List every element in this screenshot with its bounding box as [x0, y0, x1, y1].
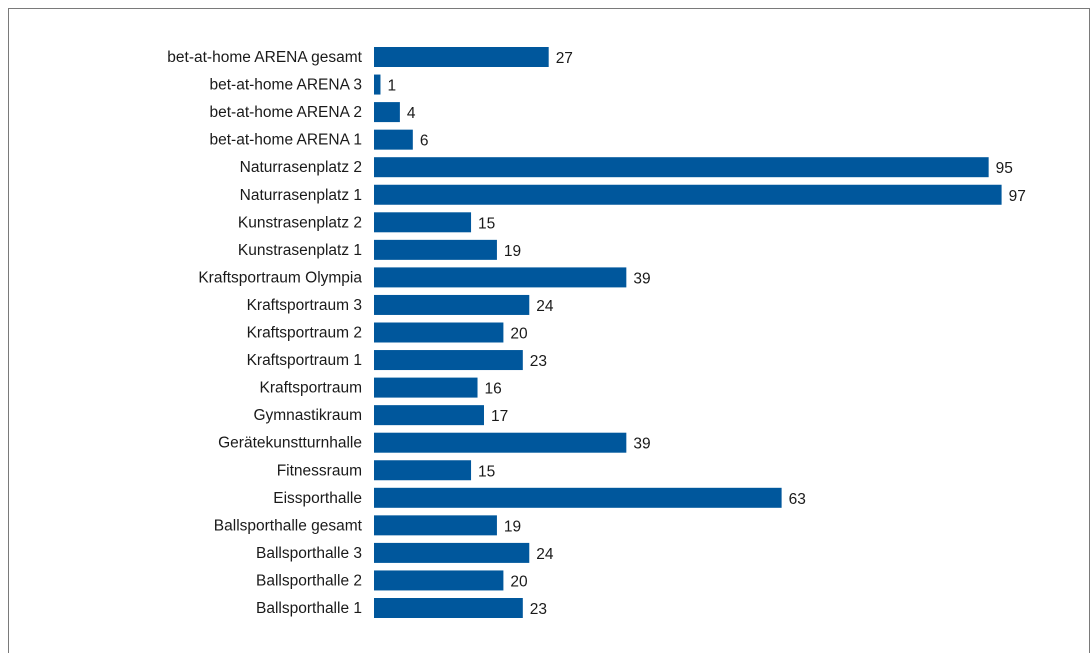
- value-label: 4: [407, 105, 416, 122]
- category-label: Gerätekunstturnhalle: [218, 435, 362, 452]
- bar: [374, 102, 400, 123]
- value-label: 20: [510, 573, 528, 590]
- bar: [374, 47, 549, 67]
- value-label: 19: [504, 518, 521, 535]
- chart-frame: [8, 8, 1090, 653]
- bar: [374, 294, 530, 315]
- category-label: bet-at-home ARENA 1: [210, 132, 363, 149]
- value-label: 24: [536, 546, 554, 563]
- category-label: Ballsporthalle 2: [256, 572, 362, 589]
- bar: [374, 129, 413, 150]
- value-label: 39: [633, 270, 650, 287]
- category-labels: bet-at-home ARENA gesamt bet-at-home AREN…: [167, 49, 362, 617]
- bar: [374, 432, 627, 453]
- bar: [374, 322, 504, 343]
- bar: [374, 542, 530, 563]
- bar: [374, 598, 523, 618]
- category-label: Ballsporthalle gesamt: [214, 517, 363, 534]
- bar: [374, 377, 478, 398]
- category-label: Kunstrasenplatz 2: [238, 214, 362, 231]
- value-label: 27: [556, 50, 573, 67]
- value-label: 39: [633, 436, 650, 453]
- value-label: 15: [478, 463, 495, 480]
- value-label: 1: [387, 78, 396, 95]
- value-label: 24: [536, 298, 554, 315]
- value-label: 97: [1009, 188, 1026, 205]
- value-label: 17: [491, 408, 508, 425]
- category-label: Naturrasenplatz 2: [240, 159, 362, 176]
- category-label: bet-at-home ARENA gesamt: [167, 49, 362, 66]
- value-label: 20: [510, 326, 528, 343]
- bars: [374, 47, 1002, 618]
- bar: [374, 460, 472, 481]
- category-label: Ballsporthalle 3: [256, 545, 362, 562]
- value-label: 23: [530, 353, 547, 370]
- bar: [374, 487, 782, 508]
- category-label: Kraftsportraum 3: [247, 297, 362, 314]
- bar: [374, 570, 504, 591]
- bar: [374, 350, 523, 371]
- category-label: Kraftsportraum 1: [247, 352, 362, 369]
- bar: [374, 157, 989, 178]
- value-label: 95: [996, 160, 1013, 177]
- bar: [374, 515, 497, 536]
- value-label: 15: [478, 215, 495, 232]
- category-label: Naturrasenplatz 1: [240, 187, 362, 204]
- bar: [374, 184, 1002, 205]
- bar: [374, 405, 484, 426]
- category-label: Kraftsportraum Olympia: [198, 269, 362, 286]
- bar: [374, 74, 381, 95]
- value-label: 6: [420, 133, 429, 150]
- bar: [374, 267, 627, 288]
- category-label: Fitnessraum: [277, 462, 362, 479]
- category-label: Kunstrasenplatz 1: [238, 242, 362, 259]
- value-label: 63: [789, 491, 806, 508]
- bar: [374, 212, 472, 233]
- category-label: Eissporthalle: [273, 490, 362, 507]
- category-label: Kraftsportraum: [259, 380, 362, 397]
- category-label: bet-at-home ARENA 2: [210, 104, 363, 121]
- value-label: 23: [530, 601, 547, 618]
- category-label: Gymnastikraum: [253, 407, 362, 424]
- bar: [374, 239, 497, 260]
- category-label: bet-at-home ARENA 3: [210, 77, 363, 94]
- category-label: Ballsporthalle 1: [256, 600, 362, 617]
- value-label: 16: [485, 381, 502, 398]
- value-label: 19: [504, 243, 521, 260]
- category-label: Kraftsportraum 2: [247, 325, 362, 342]
